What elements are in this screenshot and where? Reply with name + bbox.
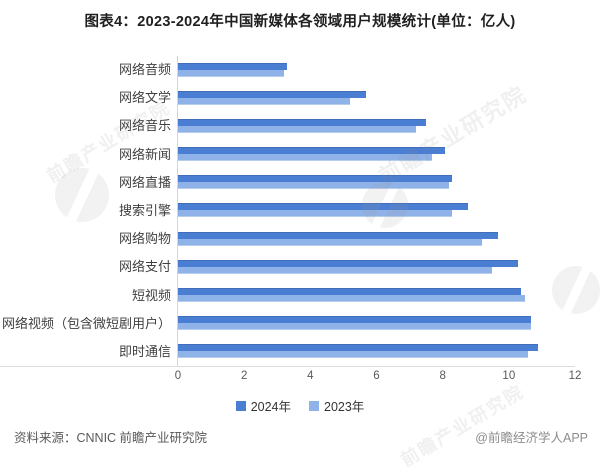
chart-row: 即时通信 <box>0 337 575 367</box>
bar-group <box>177 309 574 338</box>
x-tick-label: 2 <box>240 370 248 383</box>
bar-group <box>177 56 574 85</box>
category-label: 即时通信 <box>118 343 171 359</box>
x-tick-label: 8 <box>439 370 446 383</box>
category-label: 搜索引擎 <box>118 202 171 218</box>
bar-2024 <box>178 203 469 211</box>
category-label: 网络音乐 <box>118 118 171 134</box>
bar-group <box>177 168 574 197</box>
bar-2024 <box>178 288 522 295</box>
bar-2024 <box>178 62 287 70</box>
legend-item: 2024年 <box>235 396 291 415</box>
x-tick-label: 12 <box>568 370 582 383</box>
bar-2023 <box>178 323 532 331</box>
bar-2023 <box>178 69 284 77</box>
bar-group <box>177 281 574 310</box>
category-label: 短视频 <box>131 287 171 303</box>
credit-text: @前瞻经济学人APP <box>475 431 588 445</box>
source-text: 资料来源：CNNIC 前瞻产业研究院 <box>14 431 208 445</box>
chart-row: 网络直播 <box>0 168 575 197</box>
bar-chart: 网络音频网络文学网络音乐网络新闻网络直播搜索引擎网络购物网络支付短视频网络视频（… <box>0 56 600 415</box>
bar-group <box>177 253 574 282</box>
category-label: 网络音频 <box>118 62 171 77</box>
category-label: 网络直播 <box>118 174 171 190</box>
bar-group <box>177 337 574 367</box>
x-axis: 0 2 4 6 8 10 12 <box>174 370 582 387</box>
bar-2023 <box>178 97 350 105</box>
chart-row: 网络支付 <box>0 253 575 282</box>
legend-label: 2024年 <box>250 400 291 415</box>
bar-2023 <box>178 295 525 302</box>
category-label: 网络新闻 <box>118 146 171 162</box>
bar-2023 <box>178 238 482 246</box>
bar-2024 <box>178 90 367 98</box>
bar-2024 <box>178 259 518 267</box>
bar-2024 <box>178 344 538 352</box>
footer: 资料来源：CNNIC 前瞻产业研究院 @前瞻经济学人APP <box>14 427 588 446</box>
category-label: 网络文学 <box>118 90 171 106</box>
legend-swatch <box>309 400 319 411</box>
bar-2023 <box>178 210 452 218</box>
category-label: 网络支付 <box>118 259 171 275</box>
chart-row: 搜索引擎 <box>0 196 575 226</box>
chart-row: 网络新闻 <box>0 140 575 169</box>
bar-group <box>177 112 574 141</box>
bar-2024 <box>178 175 452 183</box>
bar-group <box>177 225 574 254</box>
chart-row: 网络音频 <box>0 56 575 85</box>
bar-2024 <box>178 231 499 239</box>
chart-title: 图表4：2023-2024年中国新媒体各领域用户规模统计(单位：亿人) <box>84 14 516 30</box>
bar-group <box>177 84 574 113</box>
x-tick-label: 4 <box>307 370 314 383</box>
category-label: 网络购物 <box>118 231 171 247</box>
bar-2023 <box>178 182 449 190</box>
bar-group <box>177 196 574 226</box>
category-label: 网络视频（包含微短剧用户） <box>1 315 171 331</box>
x-tick-label: 0 <box>174 370 182 383</box>
legend-swatch <box>235 400 246 411</box>
legend-item: 2023年 <box>309 396 364 415</box>
x-tick-label: 10 <box>502 370 516 383</box>
chart-legend: 2024年 2023年 <box>0 396 600 415</box>
bar-2024 <box>178 316 532 324</box>
bar-2023 <box>178 125 416 133</box>
chart-row: 网络音乐 <box>0 112 575 141</box>
legend-label: 2023年 <box>324 400 365 415</box>
bar-2023 <box>178 351 528 359</box>
x-tick-label: 6 <box>373 370 380 383</box>
chart-row: 网络文学 <box>0 84 575 113</box>
chart-row: 短视频 <box>0 281 575 310</box>
bar-2023 <box>178 266 492 274</box>
bar-2023 <box>178 154 433 162</box>
chart-row: 网络购物 <box>0 225 575 254</box>
bar-2024 <box>178 118 426 126</box>
chart-row: 网络视频（包含微短剧用户） <box>0 309 575 338</box>
bar-2024 <box>178 147 446 155</box>
bar-group <box>177 140 574 169</box>
plot-area: 网络音频网络文学网络音乐网络新闻网络直播搜索引擎网络购物网络支付短视频网络视频（… <box>0 56 575 368</box>
